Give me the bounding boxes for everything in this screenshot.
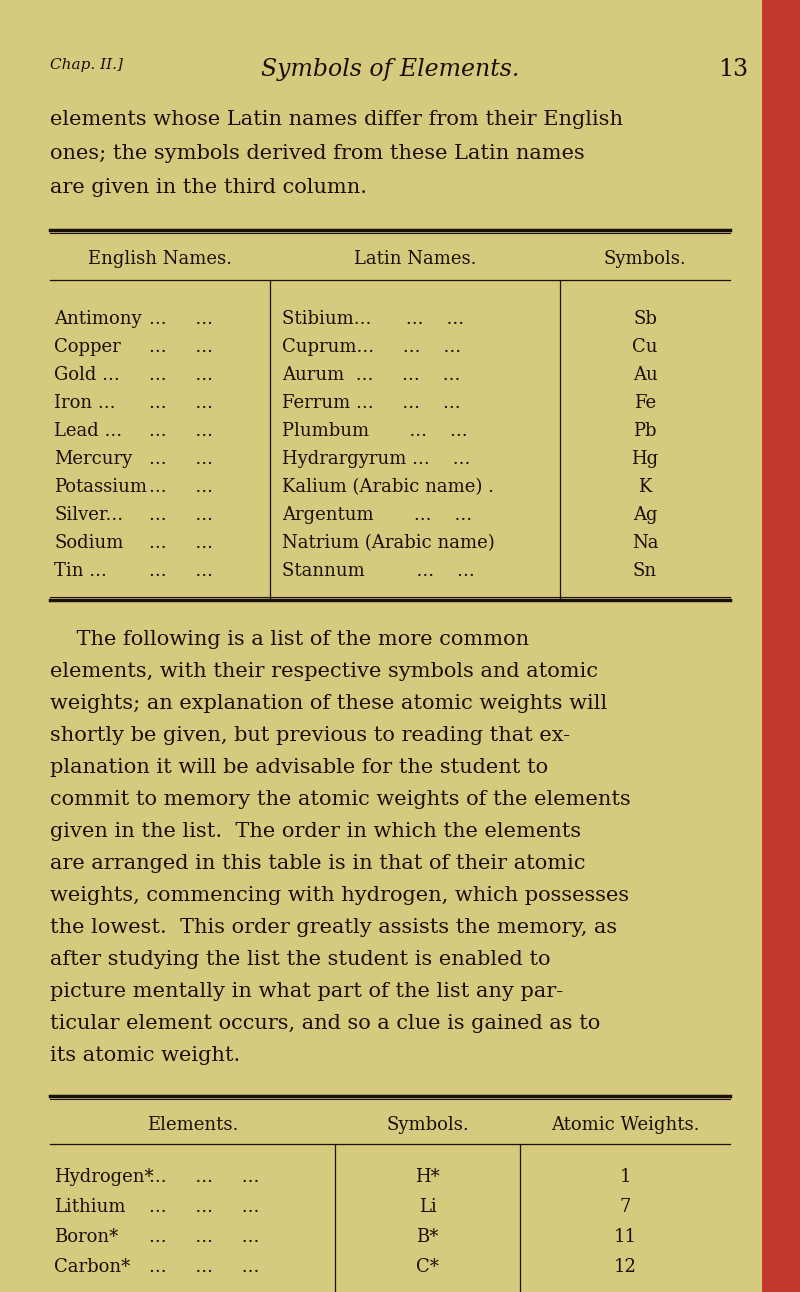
Text: Ag: Ag [633,506,658,525]
Text: B*: B* [416,1227,438,1245]
Text: K: K [638,478,652,496]
Text: ...     ...     ...: ... ... ... [149,1227,259,1245]
Text: elements, with their respective symbols and atomic: elements, with their respective symbols … [50,662,598,681]
Text: Stibium...      ...    ...: Stibium... ... ... [282,310,464,328]
Text: ...     ...: ... ... [149,394,213,412]
Text: ...     ...: ... ... [149,422,213,441]
Text: Mercury: Mercury [54,450,132,468]
Text: Symbols of Elements.: Symbols of Elements. [261,58,519,81]
Text: Silver...: Silver... [54,506,123,525]
Text: Lithium: Lithium [54,1198,126,1216]
Text: Hg: Hg [631,450,658,468]
Text: Potassium: Potassium [54,478,147,496]
Text: Aurum  ...     ...    ...: Aurum ... ... ... [282,366,460,384]
Text: Hydrargyrum ...    ...: Hydrargyrum ... ... [282,450,470,468]
Text: Li: Li [418,1198,436,1216]
Text: Pb: Pb [634,422,657,441]
Text: Cu: Cu [632,339,658,357]
Text: 13: 13 [718,58,748,81]
Text: are arranged in this table is in that of their atomic: are arranged in this table is in that of… [50,854,586,873]
Text: Copper: Copper [54,339,121,357]
Text: Carbon*: Carbon* [54,1258,130,1276]
Text: Latin Names.: Latin Names. [354,249,476,267]
Text: H*: H* [415,1168,440,1186]
Text: Sn: Sn [633,562,657,580]
Text: ticular element occurs, and so a clue is gained as to: ticular element occurs, and so a clue is… [50,1014,600,1034]
Text: ...     ...: ... ... [149,478,213,496]
Text: Lead ...: Lead ... [54,422,122,441]
Bar [762,0,800,1292]
Text: ...     ...     ...: ... ... ... [149,1198,259,1216]
Text: Cuprum...     ...    ...: Cuprum... ... ... [282,339,461,357]
Text: picture mentally in what part of the list any par-: picture mentally in what part of the lis… [50,982,563,1001]
Text: Tin ...: Tin ... [54,562,107,580]
Text: Ferrum ...     ...    ...: Ferrum ... ... ... [282,394,461,412]
Text: Symbols.: Symbols. [604,249,686,267]
Text: its atomic weight.: its atomic weight. [50,1047,240,1065]
Text: Sodium: Sodium [54,534,123,552]
Text: 1: 1 [619,1168,630,1186]
Text: ...     ...     ...: ... ... ... [149,1168,259,1186]
Text: ...     ...: ... ... [149,534,213,552]
Text: Elements.: Elements. [147,1116,238,1134]
Text: 12: 12 [614,1258,637,1276]
Text: Au: Au [633,366,658,384]
Text: ...     ...: ... ... [149,506,213,525]
Text: Kalium (Arabic name) .: Kalium (Arabic name) . [282,478,494,496]
Text: ...     ...: ... ... [149,310,213,328]
Text: ...     ...: ... ... [149,562,213,580]
Text: The following is a list of the more common: The following is a list of the more comm… [50,630,529,649]
Text: ones; the symbols derived from these Latin names: ones; the symbols derived from these Lat… [50,143,585,163]
Text: C*: C* [416,1258,439,1276]
Text: given in the list.  The order in which the elements: given in the list. The order in which th… [50,822,581,841]
Text: are given in the third column.: are given in the third column. [50,178,367,196]
Text: Gold ...: Gold ... [54,366,120,384]
Text: Na: Na [632,534,658,552]
Text: Stannum         ...    ...: Stannum ... ... [282,562,474,580]
Text: planation it will be advisable for the student to: planation it will be advisable for the s… [50,758,548,776]
Text: Atomic Weights.: Atomic Weights. [550,1116,699,1134]
Text: weights, commencing with hydrogen, which possesses: weights, commencing with hydrogen, which… [50,886,629,904]
Text: weights; an explanation of these atomic weights will: weights; an explanation of these atomic … [50,694,607,713]
Text: ...     ...     ...: ... ... ... [149,1258,259,1276]
Text: ...     ...: ... ... [149,366,213,384]
Text: Boron*: Boron* [54,1227,118,1245]
Text: Plumbum       ...    ...: Plumbum ... ... [282,422,468,441]
Text: elements whose Latin names differ from their English: elements whose Latin names differ from t… [50,110,623,129]
Text: after studying the list the student is enabled to: after studying the list the student is e… [50,950,550,969]
Text: Symbols.: Symbols. [386,1116,469,1134]
Text: the lowest.  This order greatly assists the memory, as: the lowest. This order greatly assists t… [50,919,617,937]
Text: Hydrogen*: Hydrogen* [54,1168,154,1186]
Text: commit to memory the atomic weights of the elements: commit to memory the atomic weights of t… [50,789,630,809]
Text: ...     ...: ... ... [149,450,213,468]
Text: Natrium (Arabic name): Natrium (Arabic name) [282,534,494,552]
Text: English Names.: English Names. [88,249,232,267]
Text: Iron ...: Iron ... [54,394,115,412]
Text: Argentum       ...    ...: Argentum ... ... [282,506,472,525]
Text: Sb: Sb [633,310,657,328]
Text: ...     ...: ... ... [149,339,213,357]
Text: 11: 11 [614,1227,637,1245]
Text: shortly be given, but previous to reading that ex-: shortly be given, but previous to readin… [50,726,570,745]
Text: Chap. II.]: Chap. II.] [50,58,123,72]
Text: 7: 7 [619,1198,630,1216]
Text: Fe: Fe [634,394,656,412]
Text: Antimony: Antimony [54,310,142,328]
